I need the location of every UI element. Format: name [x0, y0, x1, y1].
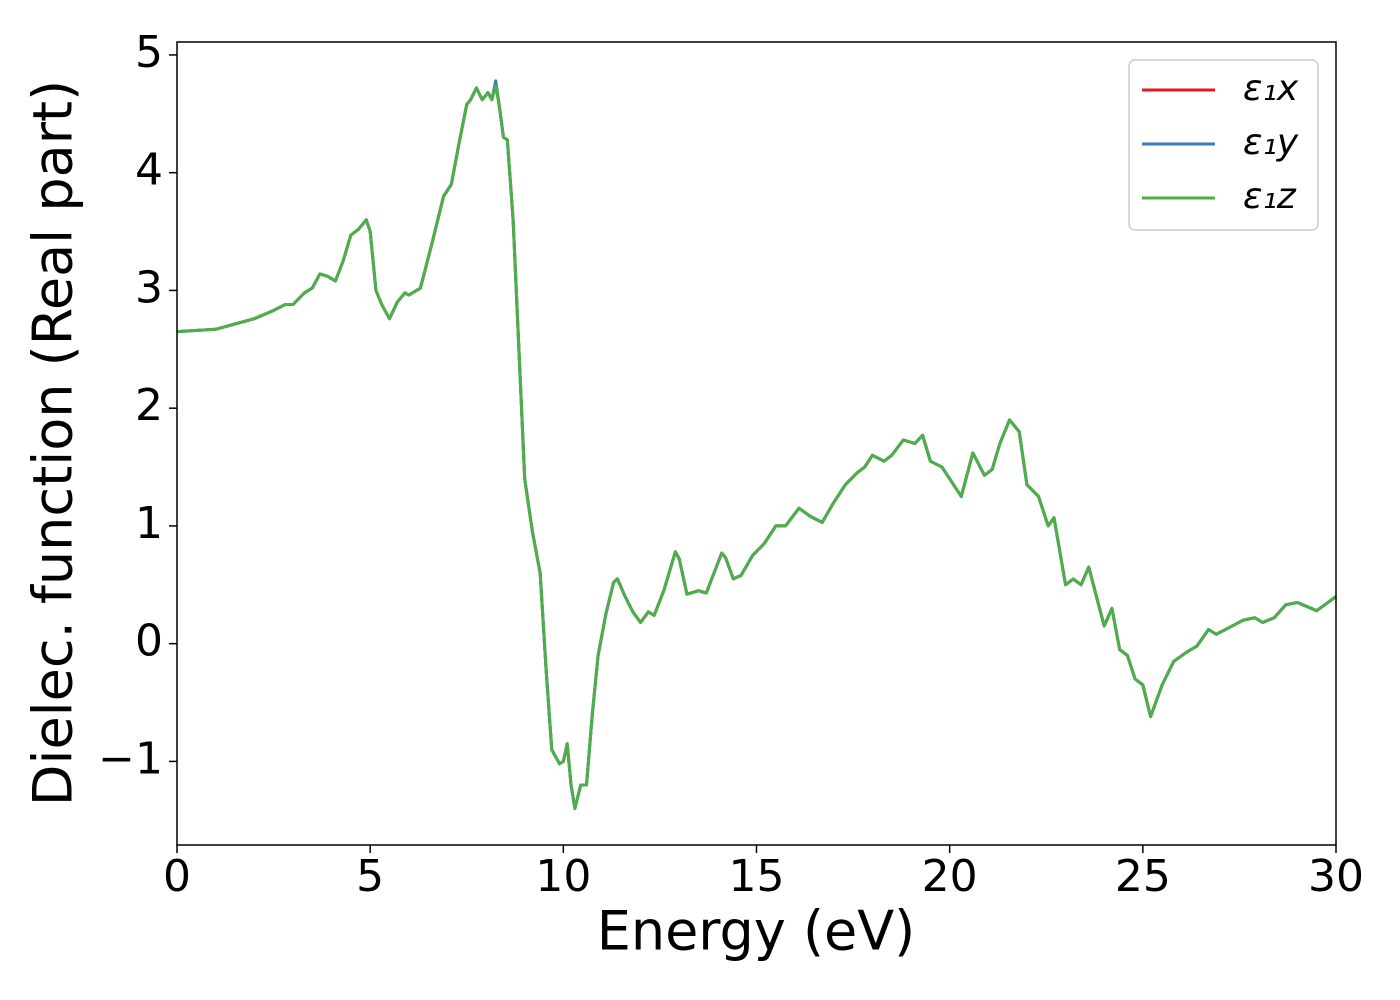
x-tick-label: 15 — [729, 851, 785, 902]
y-tick-label: −1 — [98, 733, 163, 784]
y-tick-label: 3 — [135, 262, 163, 313]
x-tick-label: 20 — [922, 851, 978, 902]
legend-label: ε₁z — [1243, 176, 1297, 217]
x-axis-label: Energy (eV) — [597, 900, 916, 963]
x-tick-label: 0 — [163, 851, 191, 902]
plot-frame — [176, 41, 1337, 846]
legend-label: ε₁y — [1243, 122, 1299, 163]
x-tick-label: 25 — [1115, 851, 1171, 902]
x-tick-label: 10 — [535, 851, 591, 902]
y-tick-label: 0 — [135, 616, 163, 667]
y-tick-label: 1 — [135, 498, 163, 549]
x-tick-label: 5 — [356, 851, 384, 902]
legend-box — [1128, 59, 1319, 231]
data-line — [176, 84, 1337, 810]
y-tick-label: 5 — [135, 27, 163, 78]
y-tick-label: 2 — [135, 380, 163, 431]
x-tick-label: 30 — [1308, 851, 1364, 902]
legend-label: ε₁x — [1243, 68, 1299, 109]
y-axis-label: Dielec. function (Real part) — [22, 80, 85, 806]
y-tick-label: 4 — [135, 145, 163, 196]
